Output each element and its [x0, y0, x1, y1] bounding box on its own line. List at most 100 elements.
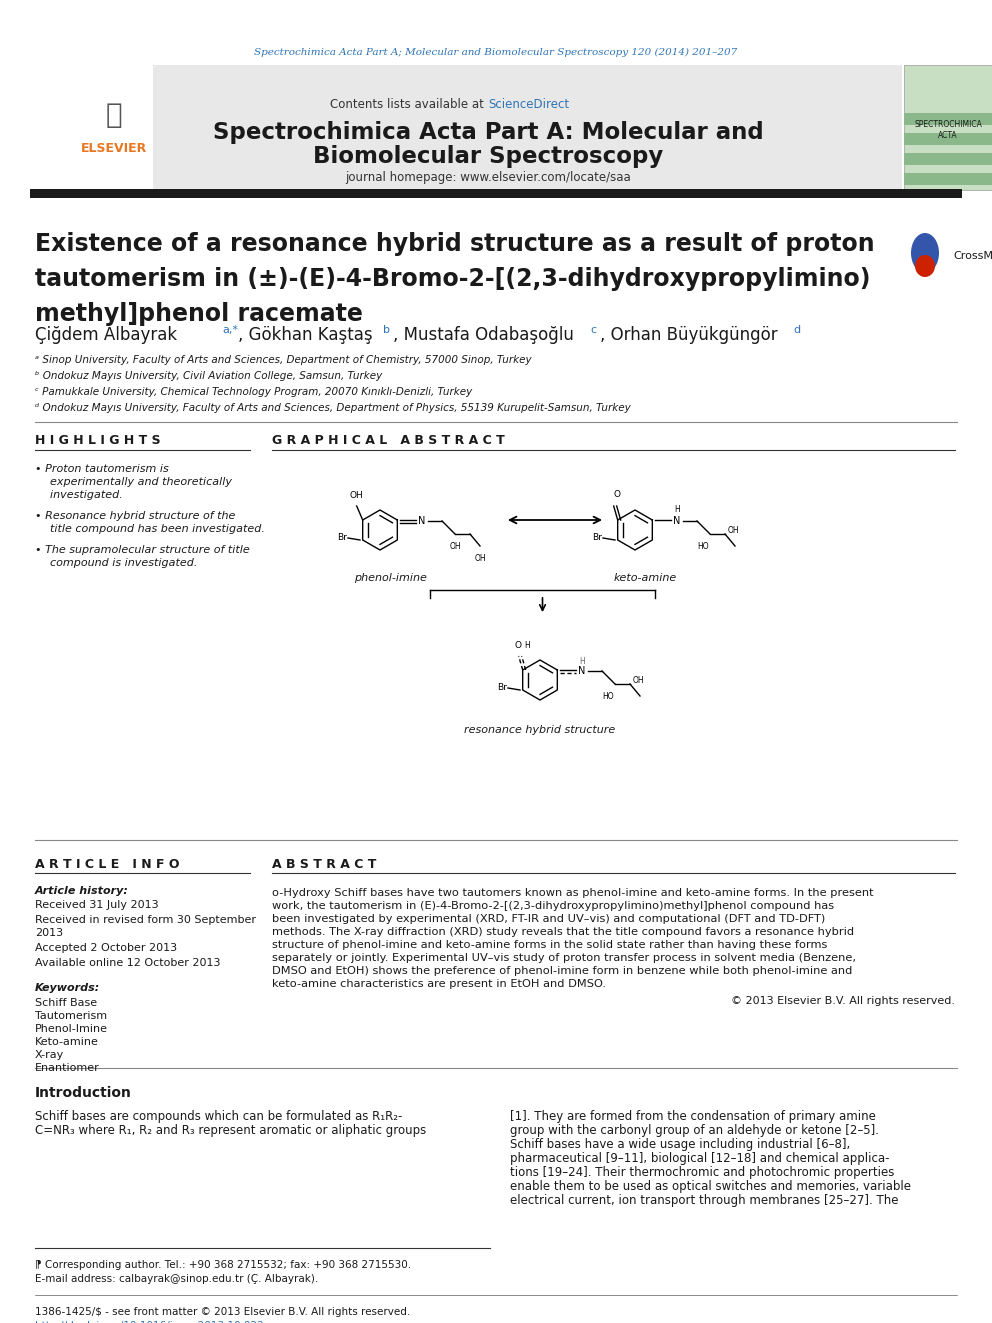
- Text: ᵈ Ondokuz Mayıs University, Faculty of Arts and Sciences, Department of Physics,: ᵈ Ondokuz Mayıs University, Faculty of A…: [35, 404, 631, 413]
- Text: ScienceDirect: ScienceDirect: [488, 98, 569, 111]
- Text: • Resonance hybrid structure of the: • Resonance hybrid structure of the: [35, 511, 235, 521]
- Text: compound is investigated.: compound is investigated.: [43, 558, 197, 568]
- Text: Br: Br: [337, 533, 347, 542]
- Text: ⁋ Corresponding author. Tel.: +90 368 2715532; fax: +90 368 2715530.: ⁋ Corresponding author. Tel.: +90 368 27…: [35, 1259, 411, 1270]
- Text: DMSO and EtOH) shows the preference of phenol-imine form in benzene while both p: DMSO and EtOH) shows the preference of p…: [272, 966, 852, 976]
- Text: ᵇ Ondokuz Mayıs University, Civil Aviation College, Samsun, Turkey: ᵇ Ondokuz Mayıs University, Civil Aviati…: [35, 370, 382, 381]
- Text: Tautomerism: Tautomerism: [35, 1011, 107, 1021]
- Text: C=NR₃ where R₁, R₂ and R₃ represent aromatic or aliphatic groups: C=NR₃ where R₁, R₂ and R₃ represent arom…: [35, 1125, 427, 1136]
- Text: keto-amine characteristics are present in EtOH and DMSO.: keto-amine characteristics are present i…: [272, 979, 606, 990]
- Text: HO: HO: [602, 692, 614, 701]
- Text: OH: OH: [449, 542, 461, 550]
- Text: tautomerism in (±)-(E)-4-Bromo-2-[(2,3-dihydroxypropylimino): tautomerism in (±)-(E)-4-Bromo-2-[(2,3-d…: [35, 267, 871, 291]
- Text: structure of phenol-imine and keto-amine forms in the solid state rather than ha: structure of phenol-imine and keto-amine…: [272, 941, 827, 950]
- Bar: [904, 173, 992, 185]
- Text: Introduction: Introduction: [35, 1086, 132, 1099]
- Text: Schiff bases have a wide usage including industrial [6–8],: Schiff bases have a wide usage including…: [510, 1138, 850, 1151]
- Ellipse shape: [915, 255, 935, 277]
- Text: work, the tautomerism in (E)-4-Bromo-2-[(2,3-dihydroxypropylimino)methyl]phenol : work, the tautomerism in (E)-4-Bromo-2-[…: [272, 901, 834, 912]
- Text: journal homepage: www.elsevier.com/locate/saa: journal homepage: www.elsevier.com/locat…: [345, 172, 631, 184]
- Text: been investigated by experimental (XRD, FT-IR and UV–vis) and computational (DFT: been investigated by experimental (XRD, …: [272, 914, 825, 923]
- Text: , Gökhan Kaştaş: , Gökhan Kaştaş: [238, 325, 373, 344]
- Text: Received in revised form 30 September: Received in revised form 30 September: [35, 916, 256, 925]
- Text: H I G H L I G H T S: H I G H L I G H T S: [35, 434, 161, 446]
- Text: resonance hybrid structure: resonance hybrid structure: [464, 725, 616, 736]
- Bar: [75, 65, 153, 191]
- Text: Çiğdem Albayrak: Çiğdem Albayrak: [35, 325, 178, 344]
- Text: E-mail address: calbayrak@sinop.edu.tr (Ç. Albayrak).: E-mail address: calbayrak@sinop.edu.tr (…: [35, 1274, 318, 1285]
- Text: O: O: [514, 642, 521, 650]
- Text: ᶜ Pamukkale University, Chemical Technology Program, 20070 Kınıklı-Denizli, Turk: ᶜ Pamukkale University, Chemical Technol…: [35, 388, 472, 397]
- Text: OH: OH: [727, 527, 739, 534]
- Text: Biomolecular Spectroscopy: Biomolecular Spectroscopy: [312, 144, 663, 168]
- Text: d: d: [793, 325, 801, 335]
- Bar: [75, 65, 902, 191]
- Text: b: b: [383, 325, 390, 335]
- Text: http://dx.doi.org/10.1016/j.saa.2013.10.022: http://dx.doi.org/10.1016/j.saa.2013.10.…: [35, 1320, 264, 1323]
- Text: c: c: [590, 325, 596, 335]
- Text: a,*: a,*: [222, 325, 238, 335]
- Text: H: H: [579, 656, 585, 665]
- Bar: [904, 112, 992, 124]
- Text: Schiff Base: Schiff Base: [35, 998, 97, 1008]
- Text: ELSEVIER: ELSEVIER: [81, 142, 147, 155]
- Text: o-Hydroxy Schiff bases have two tautomers known as phenol-imine and keto-amine f: o-Hydroxy Schiff bases have two tautomer…: [272, 888, 874, 898]
- Text: Br: Br: [497, 684, 507, 692]
- Text: OH: OH: [632, 676, 644, 685]
- Text: N: N: [578, 665, 585, 676]
- Text: N: N: [419, 516, 426, 527]
- Text: N: N: [674, 516, 681, 527]
- Text: SPECTROCHIMICA
ACTA: SPECTROCHIMICA ACTA: [914, 120, 982, 140]
- Text: methyl]phenol racemate: methyl]phenol racemate: [35, 302, 363, 325]
- Text: 1386-1425/$ - see front matter © 2013 Elsevier B.V. All rights reserved.: 1386-1425/$ - see front matter © 2013 El…: [35, 1307, 411, 1316]
- Text: Existence of a resonance hybrid structure as a result of proton: Existence of a resonance hybrid structur…: [35, 232, 875, 255]
- Text: • Proton tautomerism is: • Proton tautomerism is: [35, 464, 169, 474]
- Text: CrossMark: CrossMark: [953, 251, 992, 261]
- Bar: [904, 65, 992, 191]
- Text: Keto-amine: Keto-amine: [35, 1037, 99, 1046]
- Text: • The supramolecular structure of title: • The supramolecular structure of title: [35, 545, 250, 556]
- Text: electrical current, ion transport through membranes [25–27]. The: electrical current, ion transport throug…: [510, 1193, 899, 1207]
- Text: X-ray: X-ray: [35, 1050, 64, 1060]
- Text: Spectrochimica Acta Part A: Molecular and: Spectrochimica Acta Part A: Molecular an…: [212, 122, 763, 144]
- Text: ᵃ Sinop University, Faculty of Arts and Sciences, Department of Chemistry, 57000: ᵃ Sinop University, Faculty of Arts and …: [35, 355, 532, 365]
- Text: , Mustafa Odabaşoğlu: , Mustafa Odabaşoğlu: [393, 325, 574, 344]
- Text: OH: OH: [474, 554, 486, 564]
- Text: Keywords:: Keywords:: [35, 983, 100, 994]
- Text: enable them to be used as optical switches and memories, variable: enable them to be used as optical switch…: [510, 1180, 911, 1193]
- Text: H: H: [524, 642, 530, 650]
- Text: Accepted 2 October 2013: Accepted 2 October 2013: [35, 943, 178, 953]
- Text: methods. The X-ray diffraction (XRD) study reveals that the title compound favor: methods. The X-ray diffraction (XRD) stu…: [272, 927, 854, 937]
- Text: Enantiomer: Enantiomer: [35, 1062, 100, 1073]
- Text: pharmaceutical [9–11], biological [12–18] and chemical applica-: pharmaceutical [9–11], biological [12–18…: [510, 1152, 890, 1166]
- Text: OH: OH: [350, 491, 363, 500]
- Bar: [904, 153, 992, 165]
- Text: Spectrochimica Acta Part A; Molecular and Biomolecular Spectroscopy 120 (2014) 2: Spectrochimica Acta Part A; Molecular an…: [254, 48, 738, 57]
- Text: Phenol-Imine: Phenol-Imine: [35, 1024, 108, 1035]
- Text: A R T I C L E   I N F O: A R T I C L E I N F O: [35, 859, 180, 871]
- Text: Br: Br: [592, 533, 602, 542]
- Text: group with the carbonyl group of an aldehyde or ketone [2–5].: group with the carbonyl group of an alde…: [510, 1125, 879, 1136]
- Ellipse shape: [911, 233, 939, 273]
- Text: [1]. They are formed from the condensation of primary amine: [1]. They are formed from the condensati…: [510, 1110, 876, 1123]
- Text: Available online 12 October 2013: Available online 12 October 2013: [35, 958, 220, 968]
- Bar: [904, 134, 992, 146]
- Text: phenol-imine: phenol-imine: [353, 573, 427, 583]
- Text: H: H: [675, 505, 680, 515]
- Text: 2013: 2013: [35, 927, 63, 938]
- Text: 🌿: 🌿: [106, 101, 122, 130]
- Text: A B S T R A C T: A B S T R A C T: [272, 859, 376, 871]
- Text: experimentally and theoretically: experimentally and theoretically: [43, 478, 232, 487]
- Text: Article history:: Article history:: [35, 886, 129, 896]
- Text: tions [19–24]. Their thermochromic and photochromic properties: tions [19–24]. Their thermochromic and p…: [510, 1166, 895, 1179]
- Text: O: O: [613, 490, 620, 499]
- Text: © 2013 Elsevier B.V. All rights reserved.: © 2013 Elsevier B.V. All rights reserved…: [731, 996, 955, 1005]
- Text: Schiff bases are compounds which can be formulated as R₁R₂-: Schiff bases are compounds which can be …: [35, 1110, 403, 1123]
- Text: Received 31 July 2013: Received 31 July 2013: [35, 900, 159, 910]
- Text: separately or jointly. Experimental UV–vis study of proton transfer process in s: separately or jointly. Experimental UV–v…: [272, 953, 856, 963]
- Text: , Orhan Büyükgüngör: , Orhan Büyükgüngör: [600, 325, 778, 344]
- Text: G R A P H I C A L   A B S T R A C T: G R A P H I C A L A B S T R A C T: [272, 434, 505, 446]
- Text: title compound has been investigated.: title compound has been investigated.: [43, 524, 265, 534]
- Text: Contents lists available at: Contents lists available at: [330, 98, 488, 111]
- Bar: [30, 189, 962, 198]
